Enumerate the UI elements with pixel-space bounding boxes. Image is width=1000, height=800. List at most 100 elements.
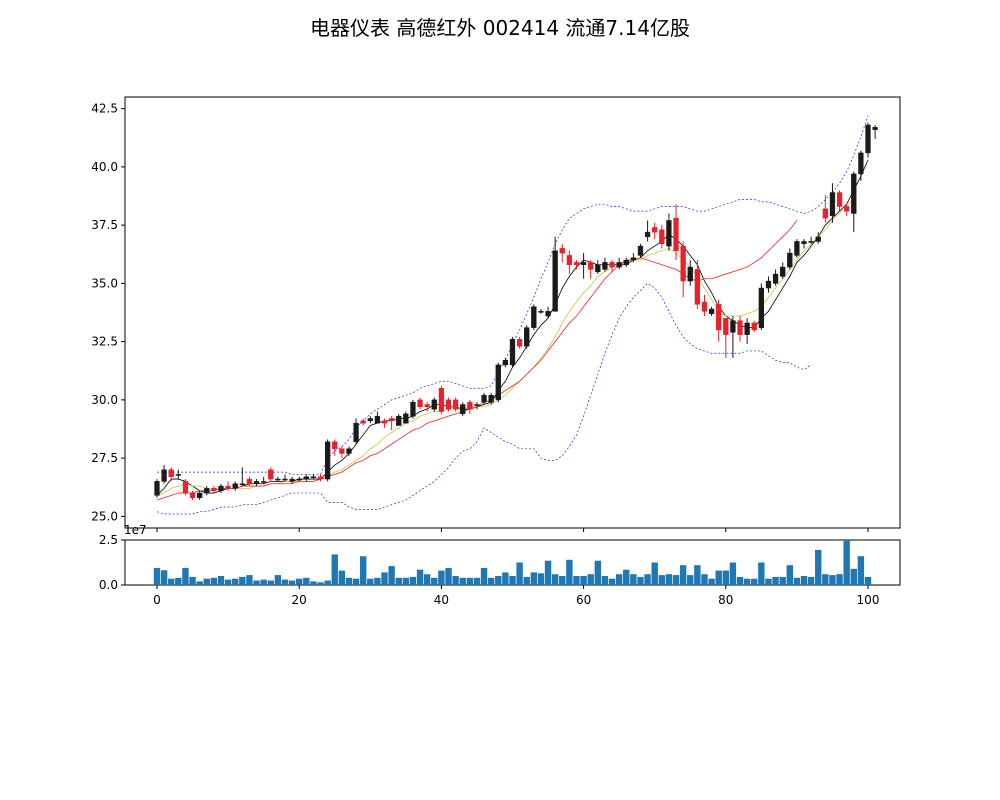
- candle-body: [346, 448, 352, 454]
- candle-body: [474, 404, 480, 406]
- volume-bar: [232, 578, 239, 585]
- volume-bar: [850, 568, 857, 585]
- candle-body: [751, 322, 757, 331]
- candle-body: [829, 192, 836, 217]
- candle-body: [630, 257, 637, 261]
- price-tick-label: 42.5: [91, 102, 118, 116]
- volume-bar: [267, 580, 274, 585]
- candle-body: [708, 308, 715, 314]
- volume-bar: [580, 576, 587, 585]
- candle-body: [289, 478, 295, 482]
- candle-body: [765, 280, 772, 289]
- candle-body: [545, 311, 551, 317]
- volume-bar: [523, 576, 530, 585]
- volume-bar: [786, 565, 793, 585]
- candle-body: [189, 492, 196, 498]
- candle-body: [197, 492, 203, 498]
- volume-bar: [281, 579, 289, 585]
- boll_lower-line: [156, 282, 812, 515]
- candle-body: [836, 192, 843, 207]
- candle-body: [865, 124, 871, 154]
- candle-body: [516, 339, 523, 347]
- volume-bar: [658, 575, 666, 585]
- candle-body: [232, 483, 238, 489]
- volume-bar: [708, 578, 715, 585]
- candle-body: [772, 273, 779, 284]
- volume-bar: [537, 573, 545, 585]
- volume-bar: [153, 567, 161, 585]
- candle-body: [566, 255, 573, 265]
- volume-bar: [224, 579, 232, 585]
- volume-bar: [623, 569, 630, 585]
- volume-bar: [367, 578, 374, 585]
- candle-body: [431, 399, 437, 410]
- candle-body: [353, 422, 359, 443]
- candle-body: [460, 404, 466, 415]
- candle-body: [559, 248, 565, 254]
- candle-body: [438, 387, 445, 412]
- candle-body: [872, 127, 878, 130]
- volume-bar: [253, 580, 260, 585]
- candle-body: [616, 262, 622, 268]
- volume-tick-label: 0.0: [99, 578, 118, 592]
- candle-body: [339, 448, 345, 454]
- candle-body: [609, 262, 615, 268]
- volume-bar: [864, 576, 872, 585]
- volume-bar: [189, 576, 196, 585]
- candle-body: [381, 420, 388, 424]
- price-axes-frame: [124, 96, 901, 529]
- volume-bar: [395, 577, 402, 585]
- candle-body: [168, 469, 174, 477]
- volume-bar: [288, 580, 296, 585]
- candle-body: [509, 339, 516, 366]
- candle-body: [794, 241, 800, 256]
- candle-body: [652, 227, 658, 233]
- volume-bar: [324, 580, 331, 585]
- candle-body: [573, 262, 580, 265]
- candle-body: [687, 266, 693, 282]
- candles: [154, 122, 878, 501]
- volume-bar: [260, 579, 267, 585]
- candle-body: [275, 478, 281, 481]
- candle-body: [637, 245, 644, 256]
- volume-bar: [160, 570, 168, 585]
- volume-bar: [736, 576, 744, 585]
- volume-bar: [416, 569, 424, 585]
- volume-bar: [630, 574, 637, 585]
- volume-bar: [331, 554, 338, 585]
- volume-bar: [551, 574, 559, 585]
- candle-body: [787, 252, 793, 268]
- x-tick-label: 20: [292, 593, 307, 607]
- volume-bar: [310, 581, 317, 585]
- volume-bar: [423, 574, 431, 585]
- candle-body: [317, 476, 324, 480]
- volume-bar: [665, 574, 673, 585]
- chart-title: 电器仪表 高德红外 002414 流通7.14亿股: [310, 16, 690, 40]
- candle-body: [552, 250, 558, 312]
- volume-bar: [274, 575, 282, 585]
- candle-body: [310, 476, 317, 478]
- volume-bar: [559, 576, 566, 585]
- candle-body: [296, 478, 302, 481]
- volume-bar: [345, 577, 353, 585]
- candle-body: [588, 262, 594, 270]
- candle-body: [211, 488, 217, 491]
- volume-bar: [352, 578, 360, 585]
- volume-bar: [829, 575, 836, 585]
- candle-body: [858, 152, 864, 175]
- candle-body: [758, 287, 765, 328]
- volume-bar: [637, 576, 644, 585]
- volume-bar: [758, 562, 765, 585]
- candle-body: [410, 401, 416, 417]
- ma20-line: [156, 220, 798, 501]
- price-tick-label: 40.0: [91, 160, 118, 174]
- candle-body: [580, 262, 587, 265]
- volume-bar: [815, 549, 822, 585]
- ma10-line: [156, 196, 855, 496]
- candle-body: [680, 245, 686, 282]
- volume-bar: [615, 574, 623, 585]
- candle-body: [666, 220, 672, 247]
- x-tick-label: 0: [153, 593, 161, 607]
- volume-bar: [587, 574, 594, 585]
